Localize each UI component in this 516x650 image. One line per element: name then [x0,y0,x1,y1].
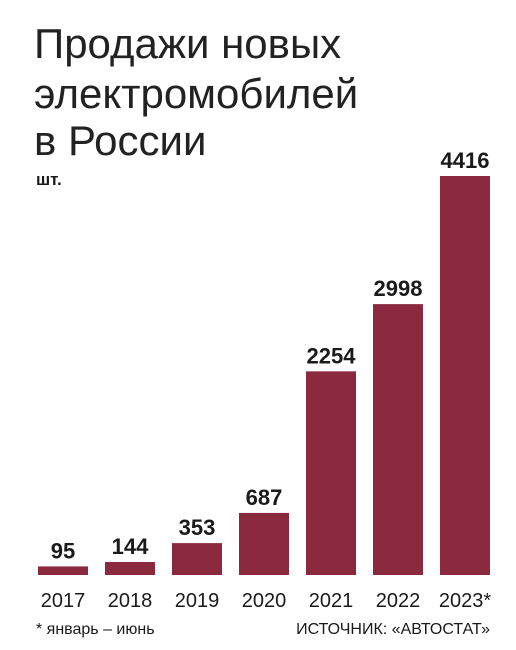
chart-title: в России [34,117,206,164]
value-label: 4416 [441,148,490,173]
bar [38,566,88,575]
x-tick-label: 2022 [376,590,421,612]
value-label: 2254 [307,343,357,368]
bar [373,304,423,575]
subtitle: шт. [36,170,62,189]
bar [440,176,490,575]
bar [239,512,289,575]
value-label: 687 [246,485,283,510]
bar [306,371,356,575]
x-tick-label: 2019 [175,590,220,612]
source: ИСТОЧНИК: «АВТОСТАТ» [296,621,490,638]
chart-title: электромобилей [34,70,358,117]
x-tick-label: 2017 [41,590,86,612]
bar [105,561,155,575]
x-tick-label: 2018 [108,590,153,612]
x-tick-label: 2023* [439,590,491,612]
bar [172,543,222,575]
x-tick-label: 2021 [309,590,354,612]
x-tick-label: 2020 [242,590,287,612]
chart-title: Продажи новых [34,20,341,67]
value-label: 95 [51,538,75,563]
footnote: * январь – июнь [36,621,155,638]
value-label: 144 [112,534,149,559]
value-label: 353 [179,515,216,540]
value-label: 2998 [374,276,423,301]
